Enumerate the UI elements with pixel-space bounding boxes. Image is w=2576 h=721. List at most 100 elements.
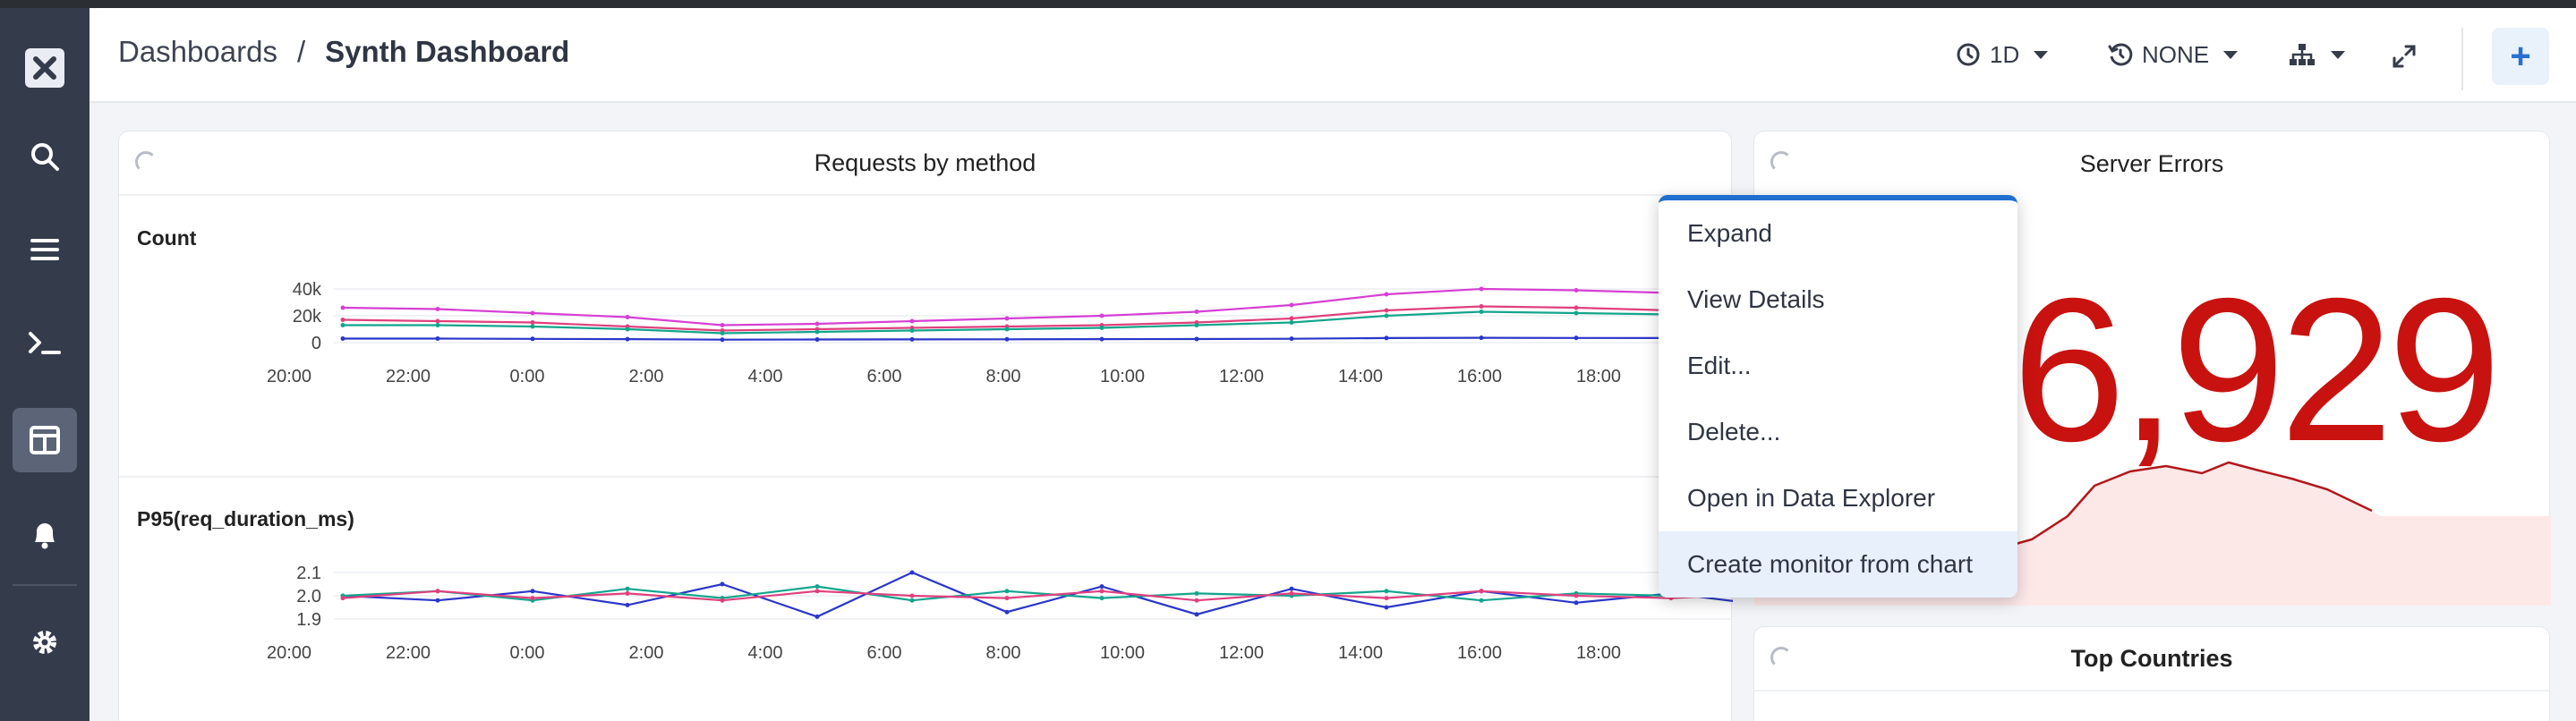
data-point [340,305,345,310]
x-tick-label: 22:00 [386,643,431,663]
p95-line-chart[interactable]: 1.9 2.0 2.1 20:00 22:00 0:00 2:00 4:00 6:00 8:00 1… [119,539,1733,721]
panel-title[interactable]: Requests by method [119,131,1731,196]
x-tick-label: 14:00 [1338,367,1383,386]
menu-item-open-data-explorer[interactable]: Open in Data Explorer [1687,484,1936,512]
x-tick-label: 2:00 [629,643,664,663]
hierarchy-menu[interactable] [2288,35,2345,74]
x-tick-label: 12:00 [1219,367,1264,386]
panel-context-menu: Expand View Details Edit... Delete... Op… [1659,195,2017,598]
data-point [530,324,535,329]
data-point [1099,596,1105,601]
breadcrumb-dashboards-link[interactable]: Dashboards [118,35,277,68]
data-point [435,307,440,311]
x-tick-label: 6:00 [867,367,902,386]
y-tick-label: 1.9 [296,610,321,630]
header-divider [2461,28,2463,90]
data-point [340,596,345,601]
series-line-0 [342,287,1733,327]
data-point [1194,612,1199,617]
data-point [625,327,630,332]
x-tick-label: 22:00 [386,367,431,386]
bell-icon[interactable] [13,503,77,567]
data-point [720,331,725,335]
data-point [1004,336,1010,342]
menu-item-expand[interactable]: Expand [1687,219,1772,247]
hierarchy-icon [2290,44,2315,65]
clock-icon [1957,43,1980,66]
expand-icon[interactable] [2392,44,2417,73]
panel-title[interactable]: Server Errors [2079,149,2224,177]
data-point [1099,589,1105,594]
data-point [435,318,440,324]
terminal-icon[interactable] [13,310,77,375]
data-point [1004,609,1010,615]
search-icon[interactable] [13,124,77,189]
data-point [1479,310,1484,314]
data-point [909,318,915,324]
data-point [1289,586,1294,591]
data-point [1384,605,1389,610]
data-point [1004,589,1010,594]
data-point [720,598,725,603]
x-tick-label: 18:00 [1576,643,1621,663]
add-panel-button[interactable]: + [2492,28,2549,85]
data-point [815,321,820,327]
data-point [1004,316,1010,321]
x-tick-label: 0:00 [510,643,545,663]
data-point [1194,590,1199,596]
menu-item-edit[interactable]: Edit... [1687,352,1752,379]
breadcrumb: Dashboards / Synth Dashboard [118,35,569,69]
data-point [909,598,915,603]
data-point [1099,313,1105,318]
data-point [1194,310,1199,314]
y-tick-label: 20k [293,307,322,327]
top-countries-panel: Top Countries [1753,626,2550,721]
x-tick-label: 16:00 [1457,643,1502,663]
menu-item-view-details[interactable]: View Details [1687,285,1825,313]
count-line-chart[interactable]: 0 20k 40k 20:00 22:00 0:00 2:00 4:00 6:00 8:00 10:… [119,257,1733,454]
data-point [625,336,630,342]
data-point [625,590,630,596]
data-point [1194,598,1199,603]
data-point [435,336,440,341]
x-tick-label: 6:00 [867,643,902,663]
data-point [815,329,820,335]
data-point [1289,320,1294,325]
menu-item-create-monitor[interactable]: Create monitor from chart [1659,531,2017,598]
sidebar [0,8,90,721]
x-tick-label: 10:00 [1100,367,1145,386]
series-line-2 [342,590,1733,602]
series-line-2 [343,310,1733,335]
compare-picker[interactable]: NONE [2108,35,2239,74]
loading-spinner-icon [1770,151,1792,173]
x-tick-label: 18:00 [1576,367,1621,386]
dashboard-icon[interactable] [13,408,77,472]
logo-x-icon[interactable] [13,36,77,100]
data-point [1479,335,1484,341]
panel-title[interactable]: Top Countries [1754,627,2549,691]
time-range-label: 1D [1990,40,2020,68]
data-point [909,328,915,333]
x-tick-label: 14:00 [1338,643,1383,663]
chart-count-label: Count [137,226,197,250]
x-tick-label: 10:00 [1100,643,1145,663]
data-point [1289,336,1294,342]
y-tick-label: 40k [293,280,322,300]
series-line-0 [342,571,1733,618]
data-point [340,323,345,327]
series-line-3 [343,336,1733,341]
data-point [1479,304,1484,309]
server-errors-value: 6,929 [2012,257,2502,484]
data-point [815,589,820,594]
list-icon[interactable] [13,217,77,282]
data-point [815,614,820,619]
gear-icon[interactable] [13,610,77,674]
menu-item-delete[interactable]: Delete... [1687,418,1781,445]
data-point [1574,600,1579,606]
chevron-down-icon [2034,50,2049,59]
data-point [1384,335,1389,341]
data-point [909,570,915,575]
time-range-picker[interactable]: 1D [1956,35,2049,74]
data-point [625,315,630,319]
data-point [1384,292,1389,297]
